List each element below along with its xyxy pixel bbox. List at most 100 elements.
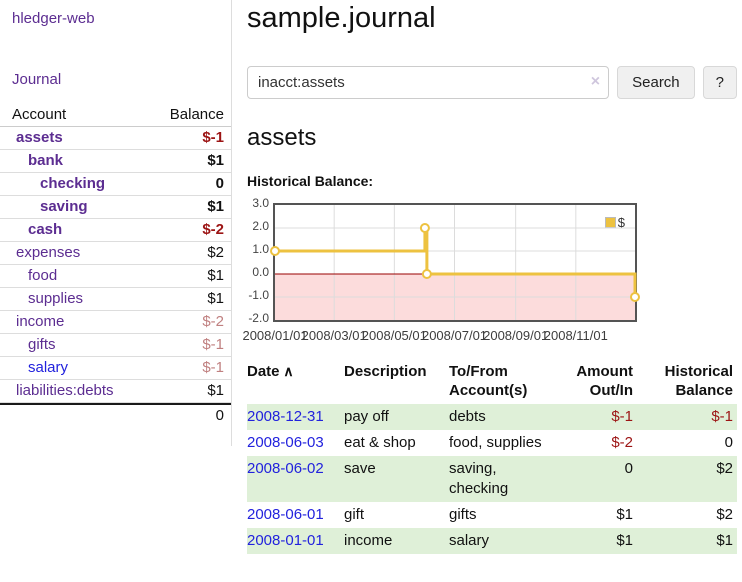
y-axis-tick-label: 1.0 [252, 242, 269, 256]
search-row: × Search ? [247, 66, 737, 99]
register-column-header[interactable]: Date ∧ [247, 363, 294, 380]
account-link[interactable]: income [16, 313, 65, 330]
account-link[interactable]: saving [40, 198, 88, 215]
account-balance: $1 [207, 382, 224, 399]
description-cell: pay off [344, 408, 389, 425]
account-heading: assets [247, 124, 317, 151]
account-link[interactable]: bank [28, 152, 64, 169]
account-link[interactable]: gifts [28, 336, 56, 353]
register-header-row: Date ∧ Description To/From Account(s) Amoun… [247, 361, 737, 404]
register-column-header: Historical Balance [664, 363, 733, 399]
legend-label: $ [617, 215, 625, 230]
account-row: gifts $-1 [0, 334, 231, 357]
account-balance: $-1 [202, 336, 224, 353]
account-balance: $-2 [202, 221, 224, 238]
data-point-marker [630, 292, 640, 302]
account-link[interactable]: food [28, 267, 58, 284]
clear-search-icon[interactable]: × [590, 73, 601, 90]
account-row: income $-2 [0, 311, 231, 334]
account-link[interactable]: supplies [28, 290, 84, 307]
balance-cell: 0 [724, 434, 733, 451]
account-link[interactable]: expenses [16, 244, 81, 261]
accounts-table: Account Balance assets $-1 bank $1 checking 0… [0, 106, 231, 426]
balance-column-header: Balance [169, 106, 224, 123]
y-axis-tick-label: -2.0 [248, 311, 269, 325]
account-row: checking 0 [0, 173, 231, 196]
sort-ascending-icon[interactable]: ∧ [279, 363, 294, 379]
account-link[interactable]: cash [28, 221, 63, 238]
date-cell: 2008-06-01 [247, 502, 344, 528]
accounts-cell: debts [449, 408, 486, 425]
sidebar-item-journal[interactable]: Journal [12, 71, 62, 88]
date-cell: 2008-06-02 [247, 456, 344, 502]
page: hledger-web Journal Account Balance asse… [0, 0, 742, 554]
account-link[interactable]: salary [28, 359, 69, 376]
data-point-marker [419, 223, 430, 233]
chart-canvas [270, 205, 640, 320]
transaction-row: 2008-01-01 income salary $1 $1 [247, 528, 737, 554]
account-balance: 0 [215, 175, 224, 192]
account-link[interactable]: liabilities:debts [16, 382, 114, 399]
accounts-cell: gifts [449, 506, 477, 523]
account-balance: $-1 [202, 129, 224, 146]
transaction-date-link[interactable]: 2008-06-02 [247, 460, 324, 477]
account-row: liabilities:debts $1 [0, 380, 231, 403]
account-balance: $-1 [202, 359, 224, 376]
search-button[interactable]: Search [617, 66, 695, 99]
account-row: supplies $1 [0, 288, 231, 311]
accounts-total-value: 0 [215, 407, 224, 424]
accounts-cell: salary [449, 532, 490, 549]
search-box: × [247, 66, 610, 99]
accounts-table-header: Account Balance [0, 106, 231, 127]
brand-link[interactable]: hledger-web [12, 10, 95, 27]
help-button[interactable]: ? [702, 66, 737, 99]
amount-cell: $1 [616, 532, 633, 549]
y-axis-tick-label: 0.0 [252, 265, 269, 279]
y-axis-tick-label: -1.0 [248, 288, 269, 302]
y-axis-tick-label: 2.0 [252, 219, 269, 233]
date-cell: 2008-01-01 [247, 528, 344, 554]
amount-cell: 0 [624, 460, 633, 477]
data-point-marker [270, 246, 280, 256]
transaction-date-link[interactable]: 2008-06-03 [247, 434, 324, 451]
account-balance: $1 [207, 198, 224, 215]
balance-cell: $1 [716, 532, 733, 549]
account-balance: $1 [207, 152, 224, 169]
account-row: salary $-1 [0, 357, 231, 380]
date-cell: 2008-12-31 [247, 404, 344, 430]
sidebar: hledger-web Journal Account Balance asse… [0, 0, 232, 446]
account-column-header: Account [12, 106, 67, 123]
register-column-header: To/From Account(s) [449, 363, 528, 399]
x-axis-tick-label: 2008/01/01 [242, 328, 308, 343]
account-row: saving $1 [0, 196, 231, 219]
amount-cell: $-1 [611, 408, 633, 425]
register-body: 2008-12-31 pay off debts $-1 $-1 2008-06-03 ea… [247, 404, 737, 554]
account-balance: $-2 [202, 313, 224, 330]
description-cell: save [344, 460, 376, 477]
x-axis-tick-label: 2008/03/01 [301, 328, 367, 343]
x-axis-tick-label: 2008/07/01 [421, 328, 488, 343]
search-input[interactable] [247, 66, 610, 99]
transaction-date-link[interactable]: 2008-01-01 [247, 532, 324, 549]
transaction-date-link[interactable]: 2008-12-31 [247, 408, 324, 425]
transaction-row: 2008-12-31 pay off debts $-1 $-1 [247, 404, 737, 430]
amount-cell: $1 [616, 506, 633, 523]
date-cell: 2008-06-03 [247, 430, 344, 456]
main-content: sample.journal × Search ? assets Histori… [232, 0, 742, 554]
accounts-total-row: 0 [0, 403, 231, 426]
account-balance: $1 [207, 267, 224, 284]
account-row: bank $1 [0, 150, 231, 173]
balance-cell: $-1 [711, 408, 733, 425]
register-table: Date ∧ Description To/From Account(s) Amoun… [247, 361, 737, 554]
transaction-row: 2008-06-02 save saving, checking 0 $2 [247, 456, 737, 502]
balance-cell: $2 [716, 460, 733, 477]
page-title: sample.journal [247, 2, 436, 34]
account-balance: $2 [207, 244, 224, 261]
register-column-header: Amount Out/In [576, 363, 633, 399]
account-link[interactable]: checking [40, 175, 106, 192]
y-axis-tick-label: 3.0 [252, 196, 269, 210]
transaction-date-link[interactable]: 2008-06-01 [247, 506, 324, 523]
account-row: expenses $2 [0, 242, 231, 265]
account-link[interactable]: assets [16, 129, 63, 146]
chart-plot-area: $ [270, 203, 640, 322]
